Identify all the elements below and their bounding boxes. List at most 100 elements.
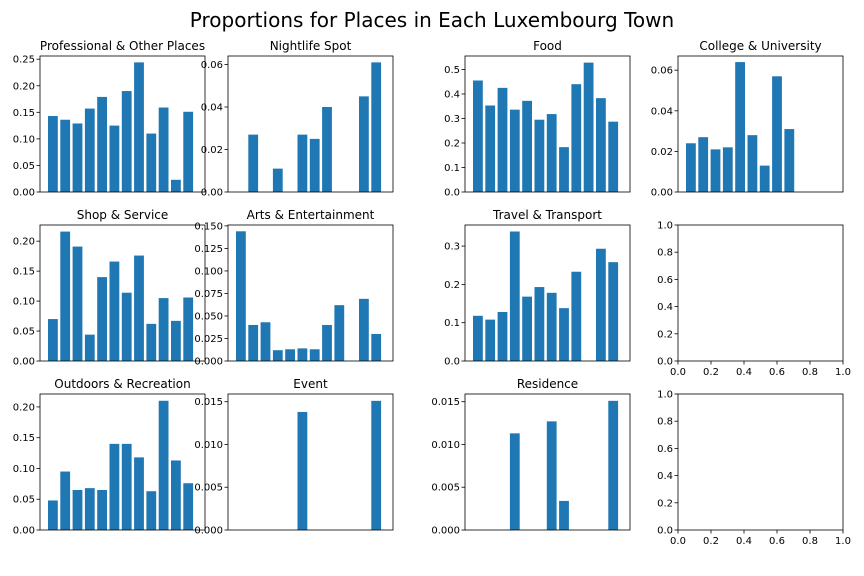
y-tick-label: 0.02 <box>651 147 673 158</box>
axes-frame <box>677 224 844 362</box>
y-tick-label: 0.06 <box>651 66 673 77</box>
subplot-3: Food 0.0 0.1 0.2 0.3 0.4 0.5 <box>444 39 631 199</box>
y-tick-label: 0.100 <box>194 266 223 277</box>
subplot-10: Event 0.000 0.005 0.010 0.015 <box>194 377 394 537</box>
bar-1 <box>48 319 58 361</box>
bar-2 <box>248 134 259 193</box>
y-tick-label: 0.2 <box>657 498 673 509</box>
bar-6 <box>109 261 120 361</box>
subplot-11: Residence 0.000 0.005 0.010 0.015 <box>431 377 631 537</box>
x-tick-label: 0.2 <box>703 367 719 378</box>
axes-frame <box>464 55 631 193</box>
y-tick-label: 0.6 <box>657 275 673 286</box>
bar-5 <box>97 277 107 361</box>
bar-5 <box>522 100 532 192</box>
y-tick-label: 0.000 <box>194 357 223 368</box>
x-tick-label: 1.0 <box>835 536 851 547</box>
bar-11 <box>596 248 606 361</box>
y-tick-label: 0.0 <box>444 357 460 368</box>
bar-1 <box>48 116 58 192</box>
x-tick-label: 0.6 <box>769 536 785 547</box>
bar-1 <box>48 500 58 530</box>
bar-3 <box>497 311 508 361</box>
y-tick-label: 0.04 <box>201 103 223 114</box>
axes-frame <box>464 224 631 362</box>
bar-8 <box>134 457 144 530</box>
bar-9 <box>571 271 582 361</box>
subplot-title: Travel & Transport <box>492 208 602 222</box>
axes-frame <box>677 393 844 531</box>
y-tick-label: 0.05 <box>13 161 35 172</box>
bar-12 <box>183 483 194 530</box>
y-tick-label: 0.4 <box>444 89 460 100</box>
bar-7 <box>309 349 320 361</box>
y-tick-label: 0.00 <box>651 188 673 199</box>
bar-4 <box>509 109 520 192</box>
x-tick-label: 0.0 <box>670 367 686 378</box>
bar-12 <box>608 121 619 192</box>
subplot-title: Nightlife Spot <box>270 39 352 53</box>
x-tick-label: 0.8 <box>802 367 818 378</box>
bar-1 <box>473 315 483 361</box>
y-tick-label: 0.010 <box>431 440 460 451</box>
subplot-title: Shop & Service <box>77 208 169 222</box>
axes-frame <box>39 55 206 193</box>
bar-8 <box>134 62 144 193</box>
bar-5 <box>97 490 107 530</box>
bar-5 <box>285 349 295 361</box>
bar-1 <box>236 231 246 361</box>
y-tick-label: 0.8 <box>657 417 673 428</box>
y-tick-label: 0.0 <box>444 188 460 199</box>
axes-frame <box>39 224 206 362</box>
bar-3 <box>260 322 271 361</box>
y-tick-label: 0.005 <box>431 483 460 494</box>
x-tick-label: 0.6 <box>769 367 785 378</box>
bar-6 <box>534 119 545 192</box>
bar-11 <box>171 320 181 361</box>
bar-12 <box>183 297 194 361</box>
bar-10 <box>158 400 169 530</box>
bar-6 <box>109 443 120 530</box>
y-tick-label: 0.2 <box>444 138 460 149</box>
x-tick-label: 0.2 <box>703 536 719 547</box>
subplot-5: Shop & Service 0.00 0.05 0.10 0.15 0.20 <box>13 208 206 368</box>
y-tick-label: 0.00 <box>13 526 35 537</box>
y-tick-label: 0.1 <box>444 163 460 174</box>
bar-12 <box>371 62 382 193</box>
y-tick-label: 0.06 <box>201 60 223 71</box>
bar-7 <box>546 114 557 192</box>
subplot-title: Residence <box>517 377 578 391</box>
bar-4 <box>84 334 95 361</box>
y-tick-label: 0.00 <box>13 357 35 368</box>
y-tick-label: 0.2 <box>657 329 673 340</box>
y-tick-label: 0.04 <box>651 106 673 117</box>
bar-9 <box>146 323 157 361</box>
bar-11 <box>359 298 369 361</box>
panels: Professional & Other Places0.000.050.100… <box>13 39 851 547</box>
bar-6 <box>534 287 545 361</box>
bar-10 <box>158 298 169 361</box>
subplot-title: Food <box>533 39 562 53</box>
y-tick-label: 0.2 <box>444 280 460 291</box>
axes-frame <box>227 55 394 193</box>
y-tick-label: 0.150 <box>194 221 223 232</box>
bar-2 <box>60 119 71 192</box>
subplot-8: 0.0 0.2 0.4 0.6 0.8 1.0 0.0 0.2 0.4 0.6 0.8 1.0 <box>657 221 851 379</box>
bar-3 <box>72 246 83 361</box>
bar-4 <box>272 168 283 193</box>
bar-5 <box>735 62 745 193</box>
bar-12 <box>608 262 619 361</box>
y-tick-label: 0.015 <box>431 397 460 408</box>
subplot-title: Outdoors & Recreation <box>54 377 190 391</box>
bar-9 <box>571 84 582 192</box>
y-tick-label: 0.10 <box>13 464 35 475</box>
bar-1 <box>686 143 696 192</box>
y-tick-label: 0.005 <box>194 483 223 494</box>
y-tick-label: 0.1 <box>444 318 460 329</box>
bar-6 <box>109 125 120 192</box>
y-tick-label: 0.02 <box>201 145 223 156</box>
y-tick-label: 0.05 <box>13 327 35 338</box>
y-tick-label: 0.075 <box>194 289 223 300</box>
bar-8 <box>559 500 569 530</box>
